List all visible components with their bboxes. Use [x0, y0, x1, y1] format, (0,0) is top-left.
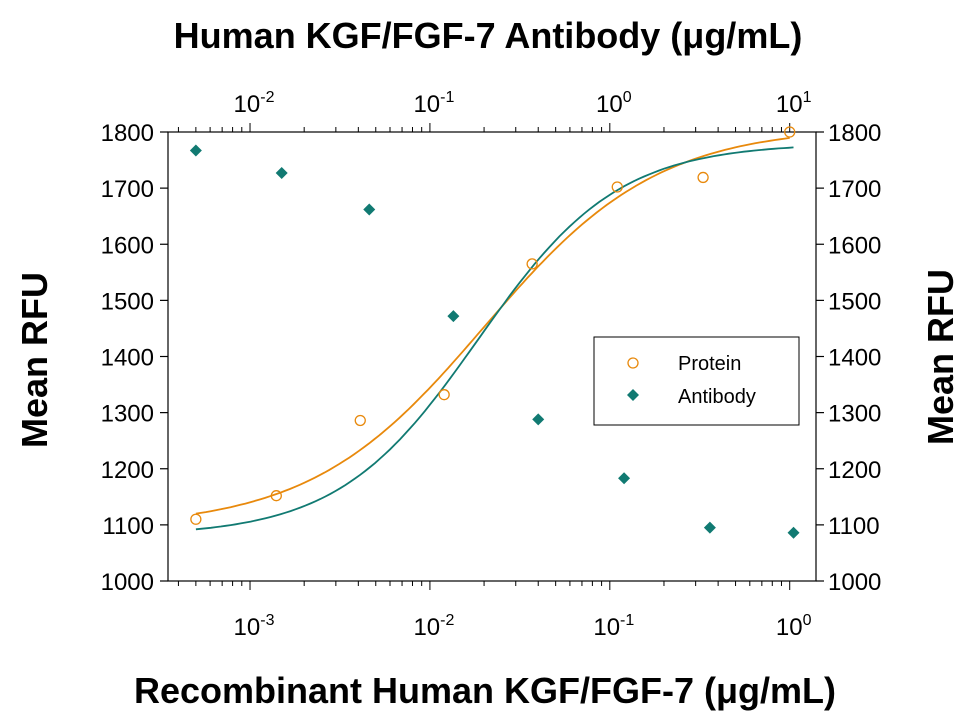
y-right-tick-label: 1400: [828, 345, 881, 372]
x-top-tick-label: 10-1: [413, 89, 454, 118]
y-right-tick-label: 1200: [828, 457, 881, 484]
y-left-tick-label: 1600: [101, 232, 154, 259]
x-top-tick-label: 100: [596, 89, 632, 118]
data-point-protein: [784, 126, 796, 138]
right-axis-title: Mean RFU: [920, 269, 961, 445]
data-point-antibody: [618, 472, 631, 485]
y-left-tick-label: 1400: [101, 345, 154, 372]
y-right-tick-label: 1000: [828, 569, 881, 596]
data-point-protein: [438, 389, 450, 401]
data-point-protein: [526, 258, 538, 270]
y-left-tick-label: 1800: [101, 120, 154, 147]
legend-label-protein: Protein: [678, 353, 741, 375]
data-point-antibody: [703, 521, 716, 534]
x-top-tick-label: 10-2: [234, 89, 275, 118]
x-top-tick-label: 101: [776, 89, 812, 118]
data-point-protein: [190, 513, 202, 525]
data-point-antibody: [363, 203, 376, 216]
y-right-tick-label: 1700: [828, 176, 881, 203]
y-right-tick-label: 1600: [828, 232, 881, 259]
y-left-tick-label: 1500: [101, 288, 154, 315]
data-point-protein: [270, 490, 282, 502]
legend-box: [593, 336, 800, 426]
y-left-tick-label: 1200: [101, 457, 154, 484]
y-right-tick-label: 1100: [828, 513, 880, 540]
x-bottom-tick-label: 100: [776, 612, 812, 641]
x-bottom-tick-label: 10-3: [234, 612, 275, 641]
x-bottom-tick-label: 10-2: [413, 612, 454, 641]
y-right-tick-label: 1300: [828, 401, 881, 428]
data-point-antibody: [532, 413, 545, 426]
data-point-protein: [354, 414, 366, 427]
data-point-antibody: [189, 144, 202, 157]
x-bottom-tick-label: 10-1: [593, 612, 634, 641]
data-point-protein: [611, 181, 623, 193]
y-left-tick-label: 1700: [101, 176, 154, 203]
data-point-antibody: [275, 166, 288, 179]
y-left-tick-label: 1100: [102, 513, 154, 540]
data-point-protein: [697, 171, 709, 184]
y-left-tick-label: 1000: [101, 569, 154, 596]
fit-curve-antibody: [195, 146, 794, 531]
y-right-tick-label: 1800: [828, 120, 881, 147]
legend: Protein Antibody: [593, 336, 800, 426]
legend-label-antibody: Antibody: [678, 386, 756, 408]
legend-marker-antibody: [627, 389, 639, 401]
data-point-antibody: [787, 526, 800, 539]
fit-curve-protein: [195, 137, 790, 515]
y-left-tick-label: 1300: [101, 401, 154, 428]
top-axis-title: Human KGF/FGF-7 Antibody (μg/mL): [174, 15, 803, 56]
bottom-axis-title: Recombinant Human KGF/FGF-7 (μg/mL): [134, 670, 836, 711]
y-right-tick-label: 1500: [828, 288, 881, 315]
left-axis-title: Mean RFU: [14, 272, 55, 448]
legend-marker-protein: [627, 357, 639, 369]
data-point-antibody: [447, 310, 460, 323]
